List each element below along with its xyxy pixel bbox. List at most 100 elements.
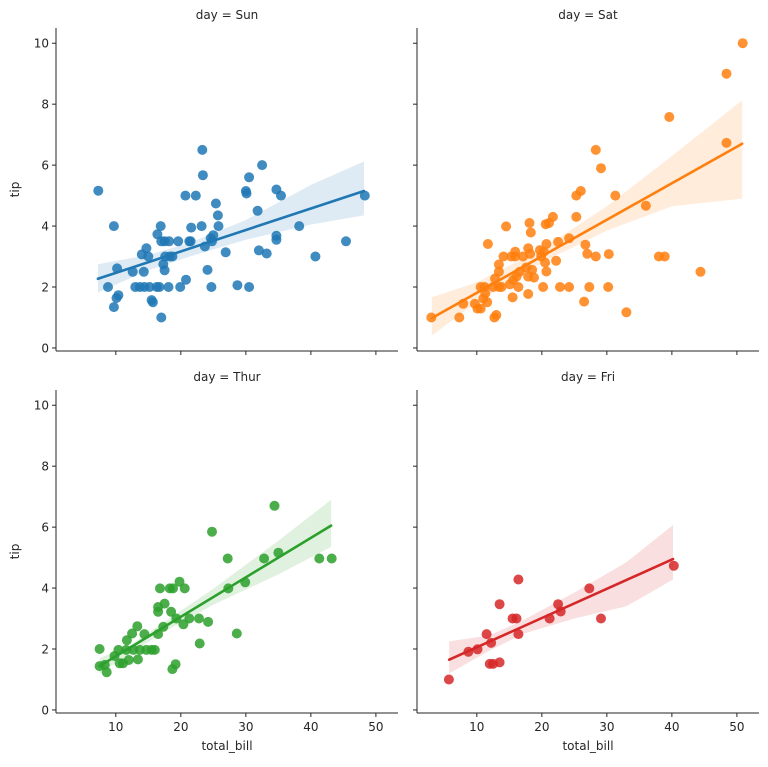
data-point [541, 266, 552, 277]
y-tick-label: 0 [41, 703, 49, 717]
data-point [498, 251, 509, 262]
y-tick-label: 8 [41, 460, 49, 474]
data-point [184, 613, 195, 624]
facet-panel-sat: day = Sat [413, 8, 759, 355]
data-point [523, 289, 534, 299]
y-tick-label: 4 [41, 220, 49, 234]
y-tick-label: 2 [41, 643, 49, 657]
x-axis-label: total_bill [201, 739, 252, 753]
data-point [482, 239, 493, 249]
confidence-band [97, 161, 365, 293]
data-point [170, 659, 181, 670]
data-point [668, 560, 679, 571]
data-point [496, 282, 507, 292]
data-point [326, 553, 337, 564]
x-tick-label: 50 [729, 720, 744, 734]
data-point [159, 598, 170, 609]
data-point [138, 266, 149, 277]
data-point [93, 185, 104, 196]
data-point [584, 282, 595, 292]
data-point [141, 243, 152, 254]
data-point [564, 282, 575, 292]
data-point [147, 297, 158, 308]
data-point [579, 296, 590, 307]
facet-panel-thur: 10 20 30 40 50 0 2 4 6 8 10 day = Thur total_bill tip [8, 370, 398, 753]
data-point [580, 239, 591, 250]
data-point [443, 674, 454, 685]
data-point [241, 188, 252, 199]
data-point [621, 307, 632, 318]
data-point [493, 266, 504, 277]
data-point [194, 613, 204, 624]
y-tick-label: 8 [41, 98, 49, 112]
data-point [155, 583, 165, 594]
data-point [547, 211, 558, 222]
y-tick-label: 10 [34, 399, 49, 413]
data-point [513, 629, 524, 640]
data-point [555, 282, 565, 292]
x-tick-label: 20 [173, 720, 188, 734]
data-point [244, 172, 255, 183]
y-tick-label: 4 [41, 582, 49, 596]
data-point [144, 282, 155, 292]
data-point [259, 553, 270, 564]
data-point [695, 266, 706, 277]
data-point [664, 112, 675, 122]
data-point [481, 629, 492, 640]
data-point [513, 574, 524, 585]
confidence-band [431, 100, 743, 336]
x-tick-label: 40 [664, 720, 679, 734]
data-point [454, 312, 465, 323]
panel-title: day = Sun [196, 8, 259, 22]
facet-panel-fri: 10 20 30 40 50 day = Fri total_bill [413, 370, 759, 753]
data-point [197, 170, 208, 181]
data-point [155, 221, 166, 232]
data-point [640, 200, 651, 211]
data-point [154, 282, 165, 292]
data-point [113, 290, 124, 301]
regression-line [96, 189, 366, 281]
data-point [186, 222, 197, 233]
data-point [103, 282, 113, 292]
y-tick-label: 0 [41, 341, 49, 355]
data-point [527, 264, 538, 275]
data-point [207, 526, 217, 537]
data-point [257, 160, 268, 171]
data-point [310, 251, 321, 262]
data-point [197, 144, 208, 155]
data-point [232, 280, 243, 291]
data-point [164, 236, 175, 247]
data-point [202, 264, 213, 275]
data-point [271, 234, 282, 245]
data-point [127, 628, 138, 639]
data-point [132, 654, 143, 665]
data-point [603, 282, 614, 292]
data-point [269, 500, 280, 511]
data-point [132, 621, 143, 632]
data-point [231, 628, 242, 639]
data-point [511, 613, 522, 624]
data-point [210, 198, 221, 209]
data-point [173, 236, 184, 247]
data-point [253, 245, 264, 256]
data-point [149, 644, 160, 655]
data-point [101, 667, 112, 678]
data-point [551, 255, 562, 266]
data-point [143, 251, 154, 262]
data-point [541, 239, 552, 249]
y-tick-label: 2 [41, 281, 49, 295]
data-point [494, 657, 505, 668]
data-point [510, 251, 521, 262]
data-point [507, 292, 518, 303]
data-point [212, 210, 223, 221]
data-point [475, 303, 486, 314]
data-point [163, 282, 174, 292]
data-point [571, 211, 582, 222]
data-point [252, 205, 263, 216]
data-point [513, 282, 524, 292]
panel-title: day = Fri [561, 370, 615, 384]
data-point [179, 583, 190, 594]
x-tick-label: 30 [599, 720, 614, 734]
data-point [196, 221, 207, 232]
